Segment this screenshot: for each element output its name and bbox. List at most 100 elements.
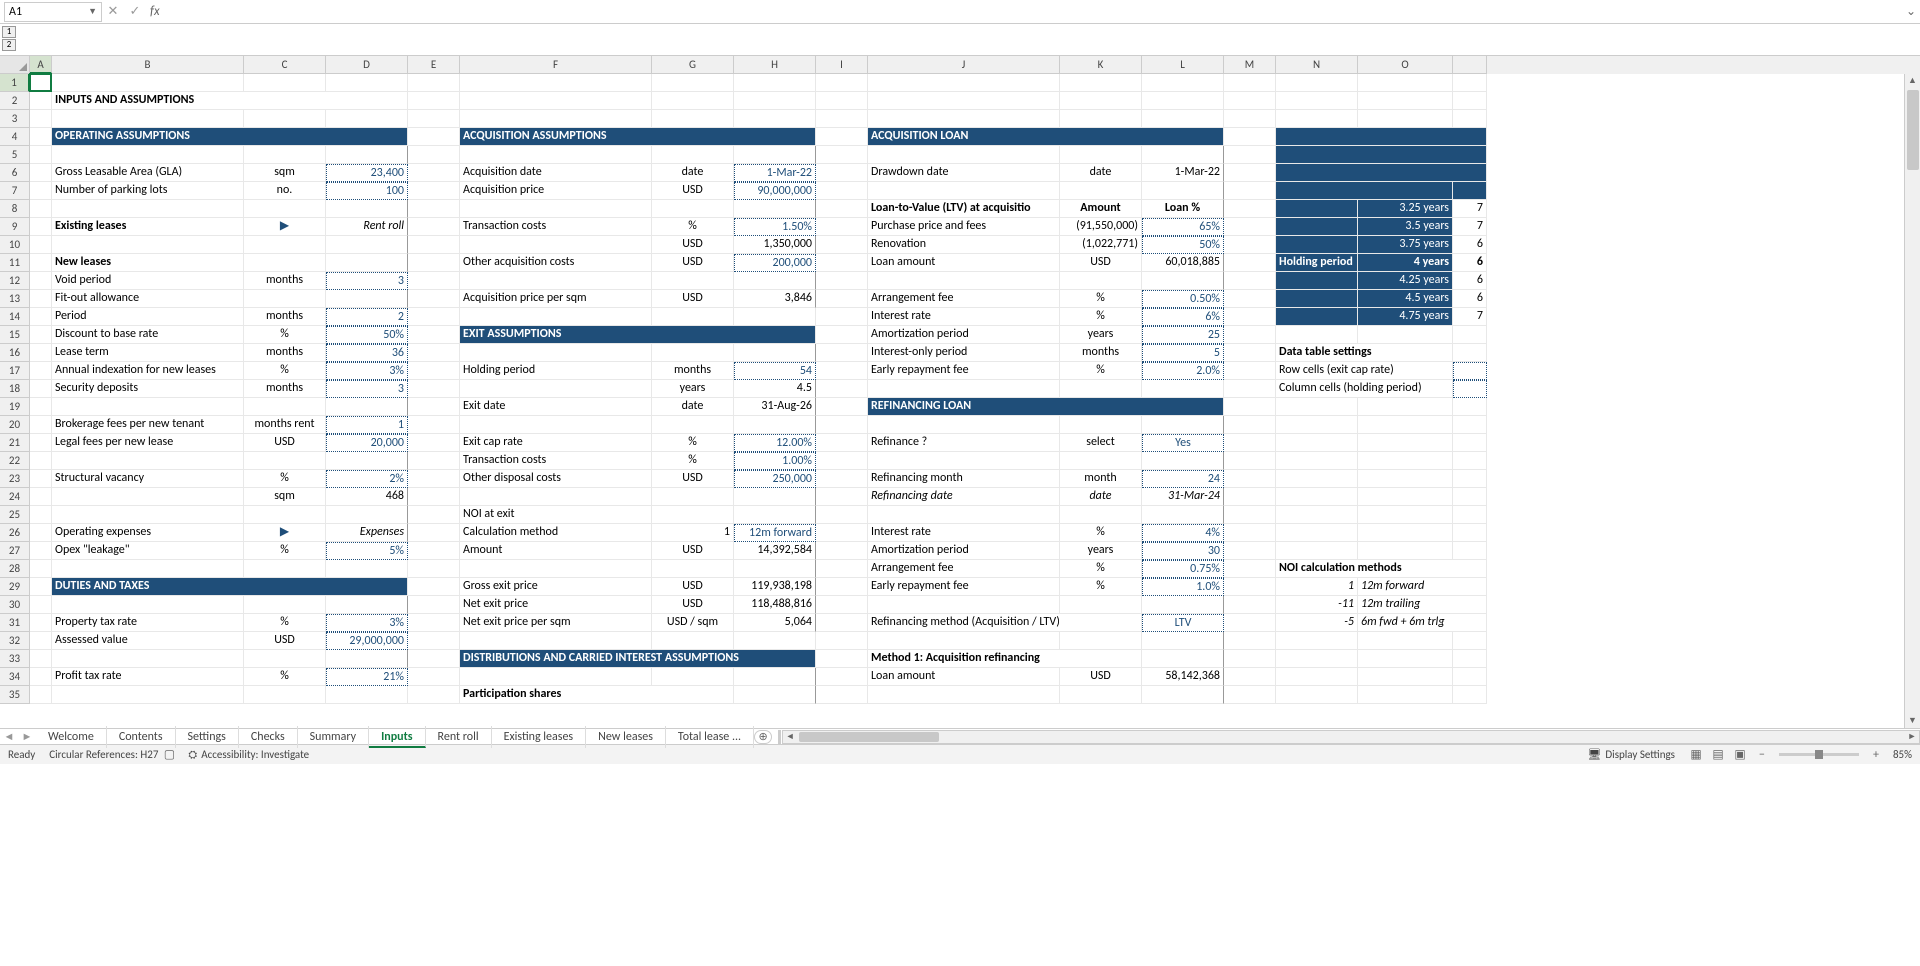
cell[interactable] — [816, 506, 868, 524]
cell[interactable] — [816, 74, 868, 92]
cell[interactable]: 118,488,816 — [734, 596, 816, 614]
cell[interactable] — [868, 74, 1060, 92]
cell[interactable] — [816, 614, 868, 632]
cell[interactable]: Data table settings — [1276, 344, 1453, 362]
cell[interactable] — [816, 380, 868, 398]
cell[interactable]: 0.50% — [1142, 290, 1224, 308]
cell[interactable] — [816, 218, 868, 236]
cell[interactable] — [734, 560, 816, 578]
cell[interactable] — [1358, 488, 1453, 506]
cell[interactable] — [868, 182, 1060, 200]
cell[interactable] — [1276, 164, 1487, 182]
cell[interactable]: DISTRIBUTIONS AND CARRIED INTEREST ASSUM… — [460, 650, 816, 668]
cell[interactable]: Row cells (exit cap rate) — [1276, 362, 1453, 380]
cell[interactable]: 7 — [1453, 200, 1487, 218]
cell[interactable] — [1453, 506, 1487, 524]
cell[interactable]: REFINANCING LOAN — [868, 398, 1224, 416]
cell[interactable] — [1358, 686, 1453, 704]
cell[interactable] — [30, 110, 52, 128]
outline-level-1[interactable]: 1 — [2, 26, 16, 38]
cell[interactable] — [1358, 434, 1453, 452]
cell[interactable] — [244, 200, 326, 218]
cell[interactable]: Loan amount — [868, 668, 1060, 686]
cell[interactable]: -11 — [1276, 596, 1358, 614]
expand-formula-icon[interactable]: ⌄ — [1902, 4, 1920, 19]
cell[interactable] — [1453, 380, 1487, 398]
cell[interactable] — [1358, 632, 1453, 650]
cell[interactable] — [1276, 236, 1358, 254]
cell[interactable] — [1453, 182, 1487, 200]
cell[interactable] — [30, 380, 52, 398]
cell[interactable] — [1358, 326, 1453, 344]
cell[interactable]: Loan % — [1142, 200, 1224, 218]
row-head[interactable]: 4 — [0, 128, 30, 146]
cell[interactable] — [1142, 452, 1224, 470]
cell[interactable]: Arrangement fee — [868, 560, 1060, 578]
cell[interactable]: 1 — [326, 416, 408, 434]
cell[interactable]: date — [652, 398, 734, 416]
row-head[interactable]: 34 — [0, 668, 30, 686]
cell[interactable] — [1060, 92, 1142, 110]
cell[interactable]: EXIT ASSUMPTIONS — [460, 326, 816, 344]
cell[interactable] — [1358, 398, 1453, 416]
cell[interactable] — [652, 560, 734, 578]
cell[interactable] — [408, 686, 460, 704]
cell[interactable] — [1276, 200, 1358, 218]
cell[interactable]: USD — [652, 596, 734, 614]
cell[interactable] — [244, 686, 326, 704]
cell[interactable] — [1276, 416, 1358, 434]
cell[interactable] — [816, 254, 868, 272]
cell[interactable] — [244, 596, 326, 614]
cell[interactable]: Yes — [1142, 434, 1224, 452]
cell[interactable]: 200,000 — [734, 254, 816, 272]
row-head[interactable]: 26 — [0, 524, 30, 542]
cell[interactable]: Participation shares — [460, 686, 734, 704]
row-head[interactable]: 24 — [0, 488, 30, 506]
cell[interactable]: Purchase price and fees — [868, 218, 1060, 236]
cell[interactable] — [816, 128, 868, 146]
cell[interactable] — [652, 668, 734, 686]
cell[interactable] — [326, 398, 408, 416]
cell[interactable]: 4.5 years — [1358, 290, 1453, 308]
cell[interactable] — [30, 272, 52, 290]
cell[interactable] — [408, 668, 460, 686]
cell[interactable] — [1224, 236, 1276, 254]
cell[interactable] — [30, 614, 52, 632]
cell[interactable] — [460, 92, 652, 110]
cell[interactable] — [1276, 542, 1358, 560]
cell[interactable]: % — [1060, 524, 1142, 542]
cell[interactable] — [1276, 686, 1358, 704]
cell[interactable] — [1276, 506, 1358, 524]
cell[interactable] — [408, 416, 460, 434]
col-head[interactable]: J — [868, 56, 1060, 74]
cell[interactable] — [1453, 326, 1487, 344]
cell[interactable]: Profit tax rate — [52, 668, 244, 686]
cell[interactable]: Gross exit price — [460, 578, 652, 596]
cell[interactable] — [1060, 596, 1142, 614]
cell[interactable] — [1224, 398, 1276, 416]
cell[interactable]: months — [244, 272, 326, 290]
cell[interactable] — [1453, 434, 1487, 452]
col-head[interactable]: D — [326, 56, 408, 74]
cell[interactable]: 1 — [652, 524, 734, 542]
cell[interactable]: Transaction costs — [460, 452, 652, 470]
col-head[interactable]: A — [30, 56, 52, 74]
cell[interactable]: 5% — [326, 542, 408, 560]
cell[interactable] — [1276, 218, 1358, 236]
sheet-tab[interactable]: Total lease ... — [666, 726, 754, 748]
cell[interactable] — [326, 596, 408, 614]
cell[interactable]: Method 1: Acquisition refinancing — [868, 650, 1142, 668]
cell[interactable] — [1224, 218, 1276, 236]
cell[interactable] — [1453, 398, 1487, 416]
cell[interactable] — [816, 488, 868, 506]
cell[interactable] — [244, 110, 326, 128]
cell[interactable] — [816, 560, 868, 578]
cell[interactable]: Structural vacancy — [52, 470, 244, 488]
cell[interactable] — [816, 164, 868, 182]
cell[interactable] — [52, 488, 244, 506]
cell[interactable] — [652, 92, 734, 110]
cell[interactable]: Number of parking lots — [52, 182, 244, 200]
cell[interactable]: Interest rate — [868, 524, 1060, 542]
cell[interactable] — [1224, 92, 1276, 110]
cell[interactable] — [326, 560, 408, 578]
